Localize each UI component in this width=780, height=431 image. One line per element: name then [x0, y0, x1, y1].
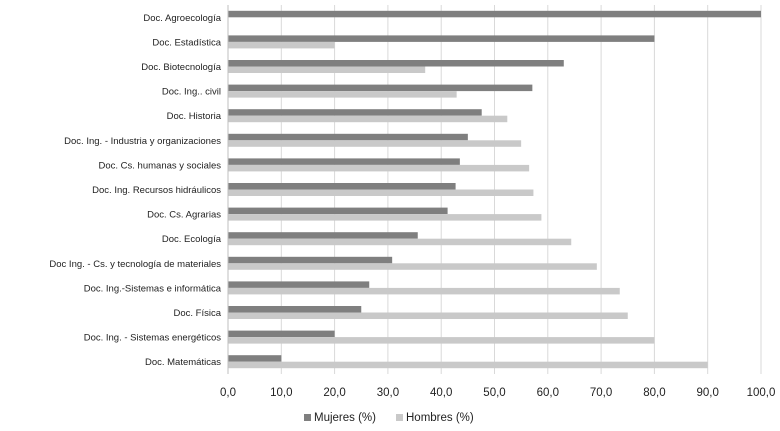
category-label: Doc. Cs. humanas y sociales: [99, 160, 222, 171]
bar-hombres: [228, 164, 530, 172]
x-tick-label: 20,0: [323, 387, 345, 399]
bar-mujeres: [228, 281, 370, 288]
bar-mujeres: [228, 10, 761, 18]
bar-hombres: [228, 312, 628, 319]
bar-mujeres: [228, 60, 564, 67]
category-label: Doc Ing. - Cs. y tecnología de materiale…: [49, 259, 221, 270]
bar-mujeres: [228, 306, 362, 313]
category-label: Doc. Estadística: [152, 37, 221, 48]
x-tick-label: 70,0: [590, 387, 612, 399]
bar-mujeres: [228, 207, 448, 215]
category-label: Doc. Cs. Agrarias: [147, 210, 221, 221]
bars: [228, 10, 761, 369]
legend-label-hombres: Hombres (%): [406, 412, 474, 424]
x-tick-label: 90,0: [697, 387, 719, 399]
bar-mujeres: [228, 256, 393, 264]
bar-hombres: [228, 361, 708, 369]
x-tick-label: 60,0: [537, 387, 559, 399]
bar-mujeres: [228, 355, 282, 362]
bar-hombres: [228, 91, 457, 98]
category-label: Doc. Ing. - Sistemas energéticos: [84, 333, 222, 344]
legend-swatch-mujeres: [304, 414, 311, 421]
bar-mujeres: [228, 133, 468, 141]
x-tick-label: 80,0: [643, 387, 665, 399]
bar-hombres: [228, 238, 572, 246]
legend: Mujeres (%) Hombres (%): [304, 412, 474, 424]
bar-mujeres: [228, 109, 482, 116]
bar-hombres: [228, 263, 597, 270]
category-label: Doc. Matemáticas: [145, 357, 221, 368]
x-tick-label: 100,0: [747, 387, 776, 399]
bar-hombres: [228, 189, 534, 196]
category-label: Doc. Ing. Recursos hidráulicos: [92, 185, 221, 196]
bar-hombres: [228, 140, 522, 147]
bar-hombres: [228, 41, 335, 49]
category-label: Doc. Ing. - Industria y organizaciones: [64, 136, 221, 147]
bar-mujeres: [228, 330, 335, 338]
bar-hombres: [228, 337, 655, 344]
bar-mujeres: [228, 84, 533, 92]
category-label: Doc. Historia: [167, 111, 222, 122]
bar-hombres: [228, 214, 542, 221]
legend-swatch-hombres: [396, 414, 403, 421]
bar-mujeres: [228, 158, 460, 165]
bar-hombres: [228, 66, 426, 73]
category-label: Doc. Física: [173, 308, 221, 319]
category-label: Doc. Agroecología: [143, 13, 221, 24]
x-tick-label: 30,0: [377, 387, 399, 399]
x-tick-labels: 0,0 10,0 20,0 30,0 40,0 50,0 60,0 70,0 80,0 90,0 1…: [220, 387, 775, 399]
x-tick-label: 0,0: [220, 387, 236, 399]
x-tick-label: 40,0: [430, 387, 452, 399]
bar-hombres: [228, 287, 620, 295]
bar-mujeres: [228, 183, 456, 190]
legend-label-mujeres: Mujeres (%): [314, 412, 376, 424]
category-label: Doc. Biotecnología: [141, 62, 221, 73]
category-label: Doc. Ing.. civil: [162, 87, 221, 98]
x-tick-label: 50,0: [483, 387, 505, 399]
category-label: Doc. Ing.-Sistemas e informática: [84, 283, 222, 294]
category-labels: Doc. Agroecología Doc. Estadística Doc. Bi…: [49, 13, 221, 368]
category-label: Doc. Ecología: [162, 234, 222, 245]
x-tick-label: 10,0: [270, 387, 292, 399]
bar-mujeres: [228, 35, 655, 42]
bar-mujeres: [228, 232, 418, 239]
bar-hombres: [228, 115, 508, 123]
